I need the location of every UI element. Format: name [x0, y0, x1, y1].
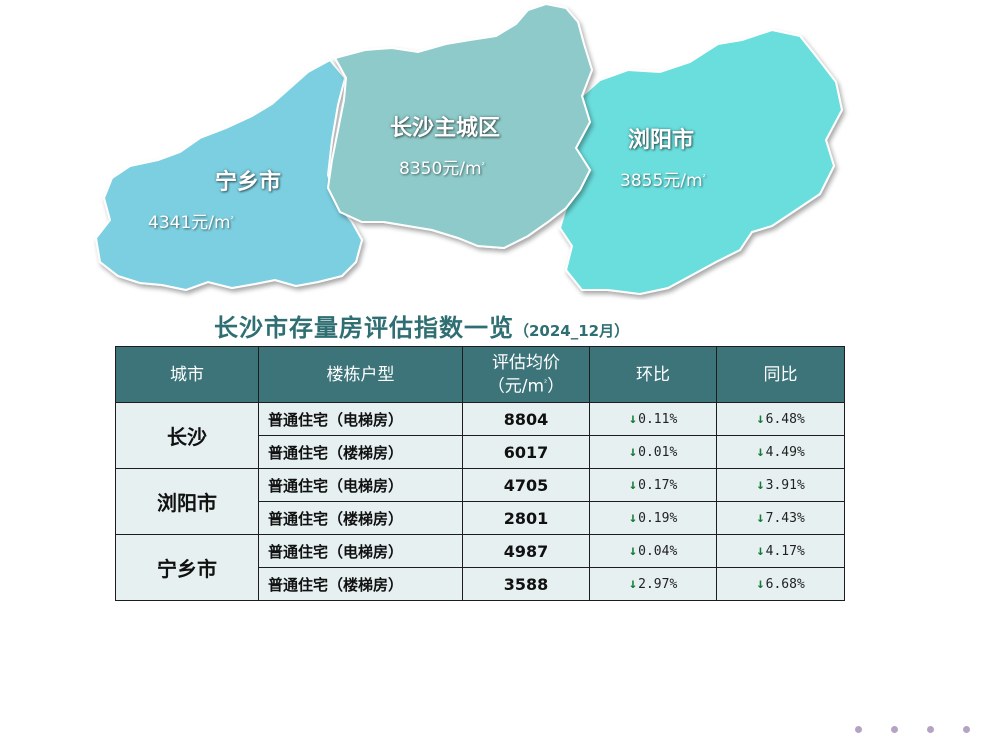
down-arrow-icon: ↓ — [628, 477, 638, 493]
header-yoy: 同比 — [716, 346, 845, 403]
table-body: 长沙 普通住宅（电梯房） 8804 ↓0.11% ↓6.48% 普通住宅（楼梯房） 6017… — [115, 402, 845, 601]
down-arrow-icon: ↓ — [756, 477, 765, 493]
cell-yoy-value: 4.49% — [765, 445, 805, 460]
cell-mom-value: 0.04% — [638, 544, 678, 559]
region-map — [94, 2, 844, 296]
down-arrow-icon: ↓ — [628, 510, 638, 526]
table-title-main: 长沙市存量房评估指数一览 — [214, 314, 514, 342]
index-table: 城市 楼栋户型 评估均价 （元/m²） 环比 同比 长沙 普通住宅（电梯房） 8804… — [115, 346, 845, 601]
region-price-liuyang: 3855元/m² — [620, 171, 706, 191]
cell-mom: ↓0.01% — [589, 435, 717, 469]
cell-avg-price: 4705 — [462, 468, 590, 502]
header-building-type: 楼栋户型 — [258, 346, 463, 403]
table-row: 长沙 普通住宅（电梯房） 8804 ↓0.11% ↓6.48% — [115, 402, 845, 469]
table-row: 普通住宅（楼梯房） 3588 ↓2.97% ↓6.68% — [116, 567, 845, 601]
down-arrow-icon: ↓ — [756, 543, 765, 559]
table-title: 长沙市存量房评估指数一览（2024_12月） — [214, 308, 629, 343]
table-title-date: （2024_12月） — [514, 322, 630, 340]
region-price-changsha-main: 8350元/m² — [399, 159, 485, 179]
cell-avg-price: 2801 — [462, 501, 590, 535]
cell-yoy: ↓4.17% — [716, 534, 845, 568]
cell-yoy: ↓6.48% — [716, 402, 845, 436]
region-name-ningxiang: 宁乡市 — [215, 170, 282, 195]
cell-mom-value: 0.11% — [638, 412, 678, 427]
region-price-ningxiang: 4341元/m² — [148, 213, 234, 233]
down-arrow-icon: ↓ — [756, 510, 765, 526]
cell-yoy-value: 6.48% — [765, 412, 805, 427]
cell-mom-value: 0.19% — [638, 511, 678, 526]
header-mom: 环比 — [589, 346, 717, 403]
down-arrow-icon: ↓ — [628, 576, 638, 592]
cell-yoy: ↓6.68% — [716, 567, 845, 601]
region-name-liuyang: 浏阳市 — [628, 128, 695, 153]
cell-building-type: 普通住宅（电梯房） — [258, 468, 463, 502]
cell-mom: ↓0.17% — [589, 468, 717, 502]
down-arrow-icon: ↓ — [756, 411, 765, 427]
cell-yoy: ↓4.49% — [716, 435, 845, 469]
pager-dot[interactable] — [963, 726, 970, 733]
down-arrow-icon: ↓ — [628, 411, 638, 427]
cell-building-type: 普通住宅（电梯房） — [258, 402, 463, 436]
cell-city: 宁乡市 — [115, 534, 259, 601]
pager-dots — [855, 718, 970, 737]
down-arrow-icon: ↓ — [756, 576, 765, 592]
cell-yoy: ↓7.43% — [716, 501, 845, 535]
cell-mom: ↓0.04% — [589, 534, 717, 568]
cell-building-type: 普通住宅（楼梯房） — [258, 435, 463, 469]
cell-yoy: ↓3.91% — [716, 468, 845, 502]
cell-mom-value: 0.01% — [638, 445, 678, 460]
table-row: 浏阳市 普通住宅（电梯房） 4705 ↓0.17% ↓3.91% — [115, 468, 845, 535]
cell-building-type: 普通住宅（电梯房） — [258, 534, 463, 568]
cell-mom: ↓0.11% — [589, 402, 717, 436]
cell-mom: ↓2.97% — [589, 567, 717, 601]
table-header-row: 城市 楼栋户型 评估均价 （元/m²） 环比 同比 — [115, 346, 845, 403]
header-city: 城市 — [115, 346, 259, 403]
down-arrow-icon: ↓ — [628, 444, 638, 460]
header-avg-price: 评估均价 （元/m²） — [462, 346, 590, 403]
table-row: 普通住宅（楼梯房） 6017 ↓0.01% ↓4.49% — [116, 435, 845, 469]
pager-dot[interactable] — [891, 726, 898, 733]
cell-mom-value: 0.17% — [638, 478, 678, 493]
cell-avg-price: 3588 — [462, 567, 590, 601]
map-region-changsha-main[interactable] — [326, 2, 594, 250]
region-name-changsha-main: 长沙主城区 — [390, 116, 501, 141]
table-row: 普通住宅（楼梯房） 2801 ↓0.19% ↓7.43% — [116, 501, 845, 535]
cell-city: 浏阳市 — [115, 468, 259, 535]
cell-mom: ↓0.19% — [589, 501, 717, 535]
cell-avg-price: 6017 — [462, 435, 590, 469]
cell-avg-price: 8804 — [462, 402, 590, 436]
pager-dot[interactable] — [927, 726, 934, 733]
cell-city: 长沙 — [115, 402, 259, 469]
cell-avg-price: 4987 — [462, 534, 590, 568]
cell-yoy-value: 4.17% — [765, 544, 805, 559]
cell-building-type: 普通住宅（楼梯房） — [258, 501, 463, 535]
map-region-liuyang[interactable] — [558, 28, 844, 296]
cell-mom-value: 2.97% — [638, 577, 678, 592]
cell-yoy-value: 3.91% — [765, 478, 805, 493]
cell-building-type: 普通住宅（楼梯房） — [258, 567, 463, 601]
down-arrow-icon: ↓ — [628, 543, 638, 559]
cell-yoy-value: 6.68% — [765, 577, 805, 592]
pager-dot[interactable] — [855, 726, 862, 733]
down-arrow-icon: ↓ — [756, 444, 765, 460]
cell-yoy-value: 7.43% — [765, 511, 805, 526]
table-row: 宁乡市 普通住宅（电梯房） 4987 ↓0.04% ↓4.17% — [115, 534, 845, 601]
